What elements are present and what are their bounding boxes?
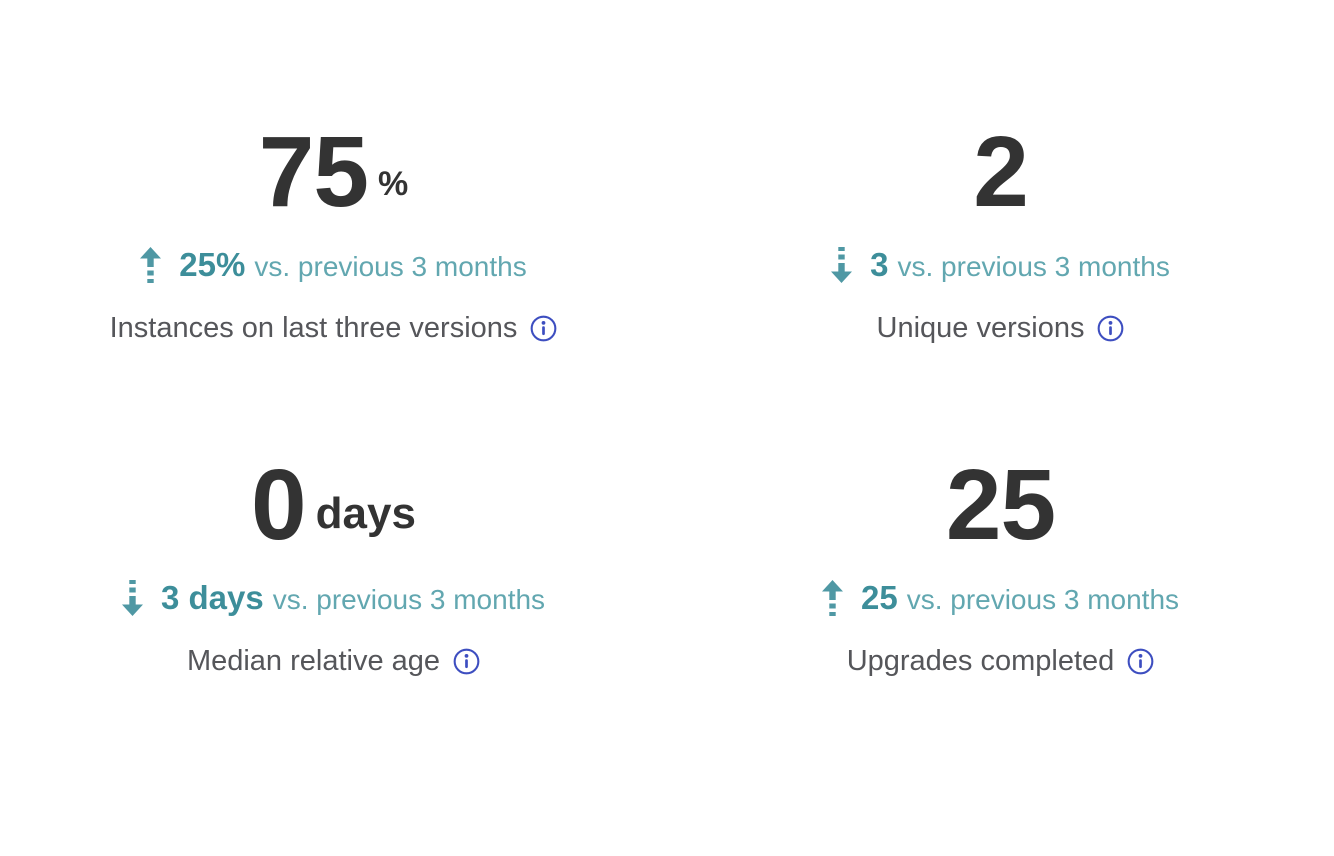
trend-row: 25 vs. previous 3 months xyxy=(821,579,1179,617)
metric-unit: % xyxy=(378,165,409,203)
trend-text: 25% vs. previous 3 months xyxy=(179,246,526,284)
trend-value: 25 xyxy=(860,579,898,616)
trend-value: 25% xyxy=(179,246,246,283)
trend-caption: vs. previous 3 months xyxy=(272,584,546,615)
trend-text: 3 vs. previous 3 months xyxy=(870,246,1170,284)
trend-up-arrow-icon xyxy=(821,580,843,616)
trend-down-arrow-icon xyxy=(831,247,853,283)
metric-value-row: 75 % xyxy=(259,122,408,222)
metric-label: Median relative age xyxy=(186,644,441,677)
trend-row: 3 days vs. previous 3 months xyxy=(121,579,545,617)
metric-label: Instances on last three versions xyxy=(109,311,518,344)
metric-card-median-relative-age: 0 days 3 days vs. previous 3 months Medi… xyxy=(0,428,667,856)
trend-caption: vs. previous 3 months xyxy=(897,251,1170,282)
trend-row: 3 vs. previous 3 months xyxy=(831,246,1170,284)
metric-label-row: Median relative age xyxy=(187,643,480,679)
metric-unit: days xyxy=(315,489,416,538)
metric-value: 0 xyxy=(251,449,307,561)
metric-label-row: Instances on last three versions xyxy=(110,310,558,346)
metric-label: Unique versions xyxy=(876,311,1085,344)
trend-value: 3 xyxy=(870,246,889,283)
trend-up-arrow-icon xyxy=(140,247,162,283)
trend-caption: vs. previous 3 months xyxy=(906,584,1180,615)
metric-card-upgrades-completed: 25 25 vs. previous 3 months Upgrades com… xyxy=(667,428,1334,856)
metric-card-unique-versions: 2 3 vs. previous 3 months Unique version… xyxy=(667,0,1334,428)
info-icon[interactable] xyxy=(530,315,557,342)
trend-down-arrow-icon xyxy=(121,580,143,616)
metric-value-row: 25 xyxy=(945,449,1056,561)
metric-value: 25 xyxy=(945,449,1056,561)
trend-value: 3 days xyxy=(160,579,264,616)
metric-label-row: Upgrades completed xyxy=(847,643,1155,679)
info-icon[interactable] xyxy=(453,648,480,675)
metric-card-instances-on-last-three-versions: 75 % 25% vs. previous 3 months Instances… xyxy=(0,0,667,428)
trend-text: 3 days vs. previous 3 months xyxy=(161,579,545,617)
trend-text: 25 vs. previous 3 months xyxy=(861,579,1179,617)
info-icon[interactable] xyxy=(1127,648,1154,675)
trend-caption: vs. previous 3 months xyxy=(254,251,527,282)
metric-label: Upgrades completed xyxy=(846,644,1115,677)
metric-value: 75 xyxy=(258,116,369,228)
metric-value-row: 0 days xyxy=(251,455,416,555)
metric-label-row: Unique versions xyxy=(877,310,1125,346)
metric-value: 2 xyxy=(973,116,1029,228)
info-icon[interactable] xyxy=(1097,315,1124,342)
trend-row: 25% vs. previous 3 months xyxy=(140,246,527,284)
metric-value-row: 2 xyxy=(973,116,1029,228)
